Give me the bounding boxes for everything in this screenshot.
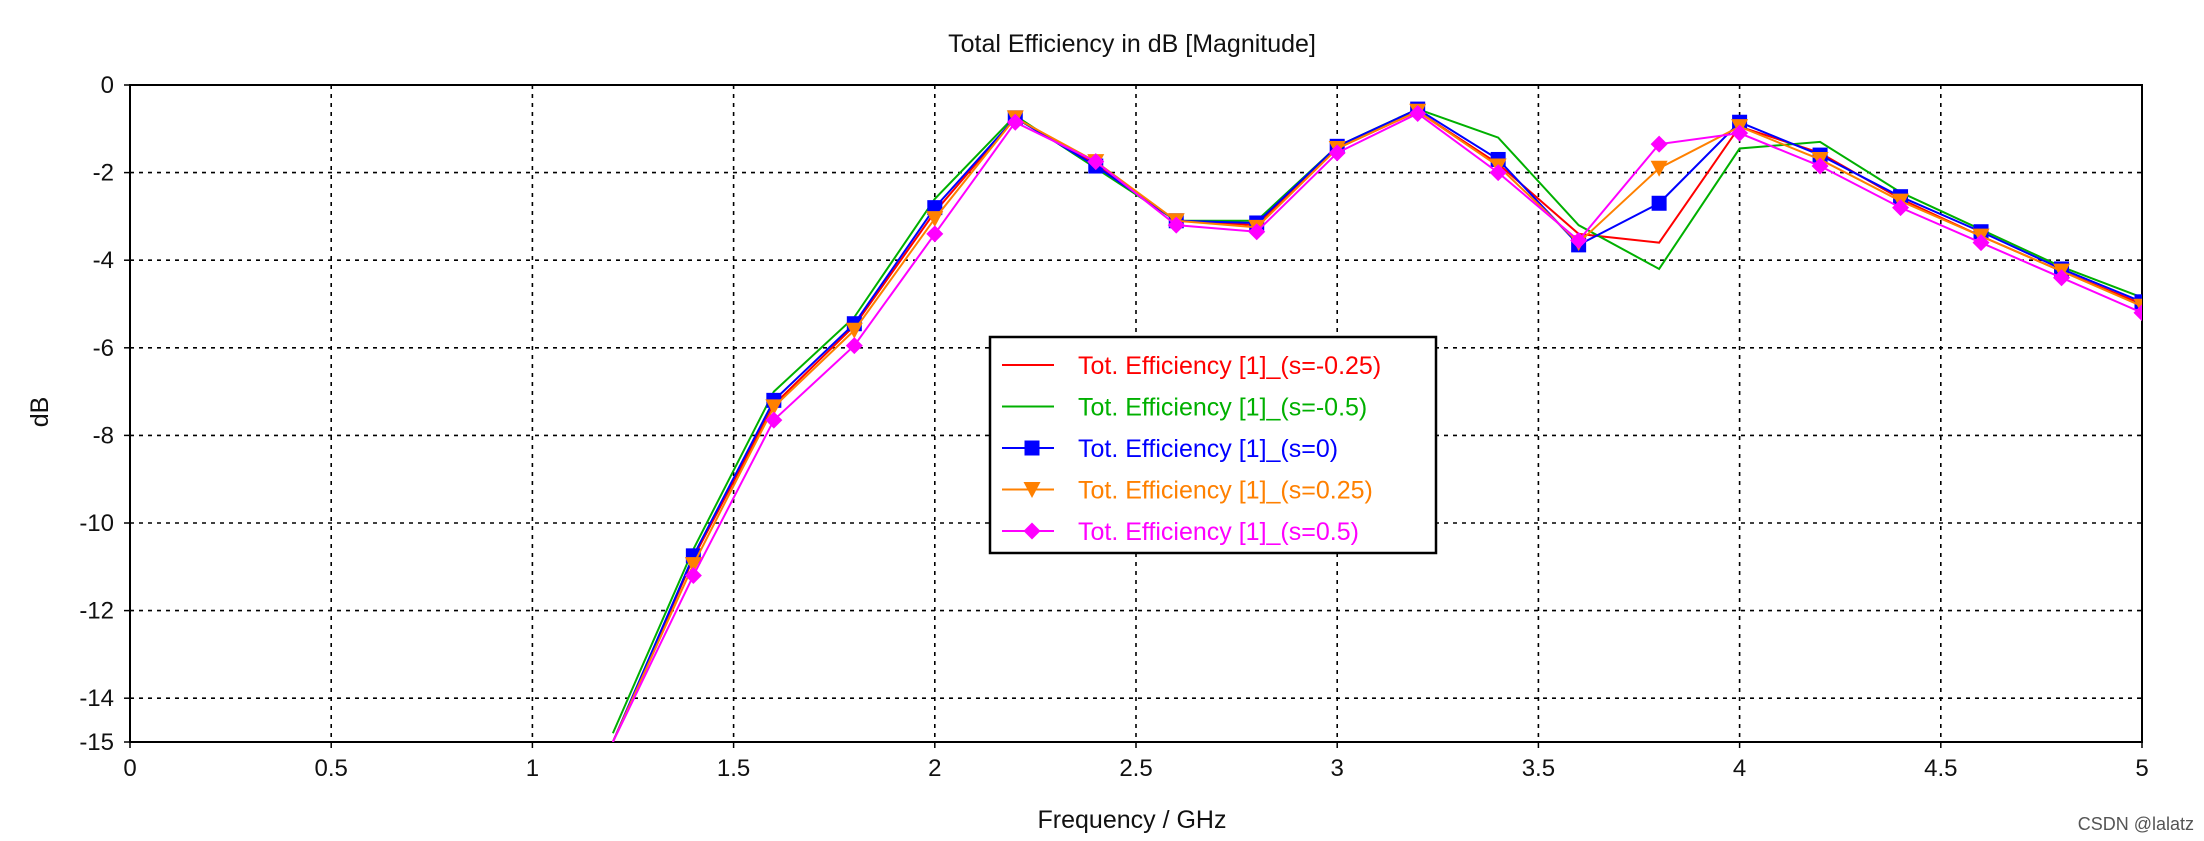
legend-box	[988, 335, 1438, 555]
data-point	[1650, 135, 1668, 153]
watermark: CSDN @lalatz	[2077, 814, 2194, 834]
x-tick-label: 2	[928, 755, 941, 782]
y-tick-label: 0	[101, 72, 114, 99]
legend-label: Tot. Efficiency [1]_(s=0)	[1078, 435, 1338, 463]
data-point	[1892, 199, 1910, 217]
legend-label: Tot. Efficiency [1]_(s=0.25)	[1078, 477, 1373, 505]
data-point	[845, 337, 863, 355]
data-point	[684, 567, 702, 585]
data-point	[1651, 195, 1667, 211]
data-point	[1731, 124, 1749, 142]
y-tick-label: -2	[93, 160, 114, 187]
y-tick-label: -10	[79, 510, 114, 537]
x-tick-label: 4	[1733, 755, 1746, 782]
axes: 0 0.5 1 1.5 2 2.5 3 3.5 4 4.5 5 0 -2 -4 -6 -8 -10 -12 -14 -…	[79, 72, 2148, 782]
data-point	[765, 399, 783, 416]
data-point	[684, 557, 702, 574]
x-tick-label: 1	[526, 755, 539, 782]
legend-entry: Tot. Efficiency [1]_(s=-0.25)	[1002, 352, 1381, 380]
series-line	[611, 112, 2142, 742]
chart-title: Total Efficiency in dB [Magnitude]	[948, 30, 1316, 58]
y-tick-label: -4	[93, 247, 114, 274]
legend-marker	[1023, 482, 1041, 498]
y-tick-label: -6	[93, 335, 114, 362]
legend-entry: Tot. Efficiency [1]_(s=0)	[1002, 435, 1338, 463]
data-point	[845, 322, 863, 339]
series-4	[611, 104, 2142, 742]
y-tick-label: -15	[79, 729, 114, 756]
legend-label: Tot. Efficiency [1]_(s=0.5)	[1078, 518, 1359, 546]
y-tick-label: -12	[79, 598, 114, 625]
data-point	[2133, 304, 2142, 322]
x-axis-label: Frequency / GHz	[1038, 806, 1227, 834]
data-point	[1248, 223, 1266, 241]
data-point	[1167, 216, 1185, 234]
legend: Tot. Efficiency [1]_(s=-0.25) Tot. Effici…	[988, 335, 1438, 555]
legend-entry: Tot. Efficiency [1]_(s=0.25)	[1002, 477, 1373, 505]
data-point	[1972, 234, 1990, 252]
x-tick-label: 2.5	[1119, 755, 1152, 782]
data-point	[1570, 231, 1588, 249]
legend-entry: Tot. Efficiency [1]_(s=0.5)	[1002, 518, 1359, 546]
x-tick-label: 3.5	[1522, 755, 1555, 782]
legend-label: Tot. Efficiency [1]_(s=-0.25)	[1078, 352, 1381, 380]
data-point	[926, 211, 944, 228]
data-point	[765, 411, 783, 429]
y-axis-label: dB	[26, 397, 54, 428]
data-point	[2053, 269, 2071, 287]
x-tick-label: 5	[2135, 755, 2148, 782]
x-tick-label: 4.5	[1924, 755, 1957, 782]
legend-entry: Tot. Efficiency [1]_(s=-0.5)	[1002, 394, 1367, 422]
x-tick-label: 3	[1331, 755, 1344, 782]
y-tick-label: -8	[93, 422, 114, 449]
data-point	[1811, 157, 1829, 175]
legend-marker	[1023, 522, 1041, 540]
series-group	[611, 101, 2142, 742]
x-tick-label: 0	[123, 755, 136, 782]
x-tick-label: 1.5	[717, 755, 750, 782]
series-line	[611, 110, 2142, 742]
data-point	[1409, 104, 1427, 122]
data-point	[926, 225, 944, 243]
y-tick-label: -14	[79, 685, 114, 712]
legend-label: Tot. Efficiency [1]_(s=-0.5)	[1078, 394, 1367, 422]
data-point	[1006, 113, 1024, 131]
x-tick-label: 0.5	[315, 755, 348, 782]
data-point	[1087, 153, 1105, 171]
data-point	[1328, 144, 1346, 162]
legend-marker	[1024, 440, 1040, 456]
data-point	[1489, 164, 1507, 182]
series-line	[611, 107, 2142, 742]
data-point	[1650, 160, 1668, 177]
